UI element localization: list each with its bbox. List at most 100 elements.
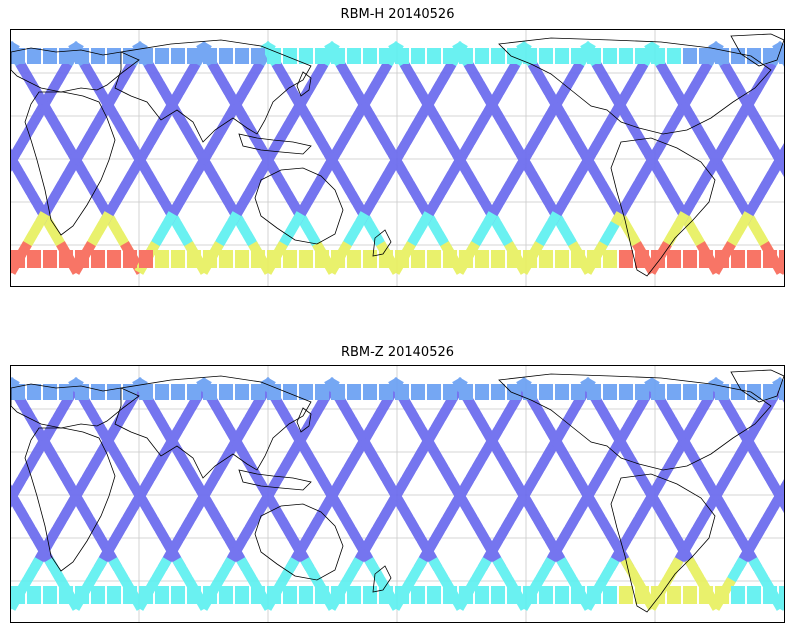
south-band-cell bbox=[155, 586, 169, 604]
south-band-cell bbox=[475, 250, 489, 268]
coastline-asia bbox=[114, 39, 312, 143]
map-canvas-top bbox=[11, 30, 784, 286]
south-band-cell bbox=[539, 250, 553, 268]
north-band-cell bbox=[523, 48, 537, 64]
north-band-cell bbox=[251, 384, 265, 400]
north-band-cell bbox=[619, 384, 633, 400]
south-band-cell bbox=[107, 586, 121, 604]
north-band-cell bbox=[763, 48, 777, 64]
coastline-greenland bbox=[730, 369, 784, 403]
north-band-cell bbox=[459, 384, 473, 400]
north-band-cell bbox=[443, 384, 457, 400]
south-band-cell bbox=[779, 250, 784, 268]
south-band-cell bbox=[59, 586, 73, 604]
south-band-cell bbox=[763, 250, 777, 268]
north-band-cell bbox=[699, 384, 713, 400]
north-band-cell bbox=[635, 48, 649, 64]
south-band-cell bbox=[155, 250, 169, 268]
south-band-cell bbox=[379, 250, 393, 268]
south-band-cell bbox=[27, 586, 41, 604]
coastline-asia bbox=[114, 375, 312, 479]
north-band-cell bbox=[27, 384, 41, 400]
north-band-cell bbox=[139, 48, 153, 64]
north-band-cell bbox=[651, 48, 665, 64]
north-band-cell bbox=[555, 384, 569, 400]
south-band-cell bbox=[667, 586, 681, 604]
north-band-cell bbox=[331, 384, 345, 400]
south-band-cell bbox=[699, 250, 713, 268]
south-band-cell bbox=[491, 250, 505, 268]
north-band-cell bbox=[635, 384, 649, 400]
south-band-cell bbox=[315, 586, 329, 604]
north-band-cell bbox=[555, 48, 569, 64]
north-band-cell bbox=[379, 384, 393, 400]
north-band-cell bbox=[283, 384, 297, 400]
coastline-europe bbox=[11, 383, 140, 429]
south-band-cell bbox=[539, 586, 553, 604]
north-band-cell bbox=[603, 384, 617, 400]
coastline-europe bbox=[11, 47, 140, 93]
north-band-cell bbox=[763, 384, 777, 400]
south-band-cell bbox=[731, 586, 745, 604]
north-band-cell bbox=[219, 48, 233, 64]
map-panel-bottom bbox=[10, 365, 785, 623]
south-band-cell bbox=[747, 250, 761, 268]
north-band-cell bbox=[347, 48, 361, 64]
north-band-cell bbox=[251, 48, 265, 64]
north-band-cell bbox=[443, 48, 457, 64]
south-band-cell bbox=[443, 586, 457, 604]
south-band-cell bbox=[331, 586, 345, 604]
north-band-cell bbox=[475, 384, 489, 400]
south-band-cell bbox=[667, 250, 681, 268]
north-band-cell bbox=[331, 48, 345, 64]
south-band-cell bbox=[123, 586, 137, 604]
south-band-cell bbox=[395, 250, 409, 268]
north-band-cell bbox=[523, 384, 537, 400]
south-band-cell bbox=[123, 250, 137, 268]
south-band-cell bbox=[347, 586, 361, 604]
north-band-cell bbox=[395, 384, 409, 400]
south-band-cell bbox=[363, 586, 377, 604]
south-band-cell bbox=[747, 586, 761, 604]
north-band-cell bbox=[459, 48, 473, 64]
south-band-cell bbox=[427, 586, 441, 604]
north-band-cell bbox=[715, 48, 729, 64]
north-band-cell bbox=[539, 48, 553, 64]
north-band-cell bbox=[779, 384, 784, 400]
panel-top-title: RBM-H 20140526 bbox=[340, 7, 455, 22]
south-band-cell bbox=[635, 250, 649, 268]
south-band-cell bbox=[395, 586, 409, 604]
north-band-cell bbox=[187, 48, 201, 64]
south-band-cell bbox=[587, 250, 601, 268]
north-band-cell bbox=[203, 384, 217, 400]
north-band-cell bbox=[11, 48, 25, 64]
north-band-cell bbox=[427, 384, 441, 400]
south-band-cell bbox=[555, 250, 569, 268]
map-panel-top bbox=[10, 29, 785, 287]
north-band-cell bbox=[139, 384, 153, 400]
north-band-cell bbox=[315, 48, 329, 64]
south-band-cell bbox=[299, 250, 313, 268]
north-band-cell bbox=[75, 384, 89, 400]
south-band-cell bbox=[107, 250, 121, 268]
north-band-cell bbox=[731, 384, 745, 400]
south-band-cell bbox=[139, 586, 153, 604]
south-band-cell bbox=[619, 586, 633, 604]
south-band-cell bbox=[283, 250, 297, 268]
south-band-cell bbox=[43, 586, 57, 604]
south-band-cell bbox=[715, 250, 729, 268]
south-band-cell bbox=[11, 250, 25, 268]
south-band-cell bbox=[59, 250, 73, 268]
south-band-cell bbox=[635, 586, 649, 604]
south-band-cell bbox=[235, 250, 249, 268]
north-band-cell bbox=[651, 384, 665, 400]
south-band-cell bbox=[427, 250, 441, 268]
south-band-cell bbox=[459, 250, 473, 268]
south-band-cell bbox=[27, 250, 41, 268]
north-band-cell bbox=[27, 48, 41, 64]
coastline-new-zealand bbox=[372, 229, 392, 257]
north-band-cell bbox=[235, 384, 249, 400]
descending-swath-segment bbox=[11, 151, 21, 172]
south-band-cell bbox=[171, 250, 185, 268]
south-band-cell bbox=[299, 586, 313, 604]
